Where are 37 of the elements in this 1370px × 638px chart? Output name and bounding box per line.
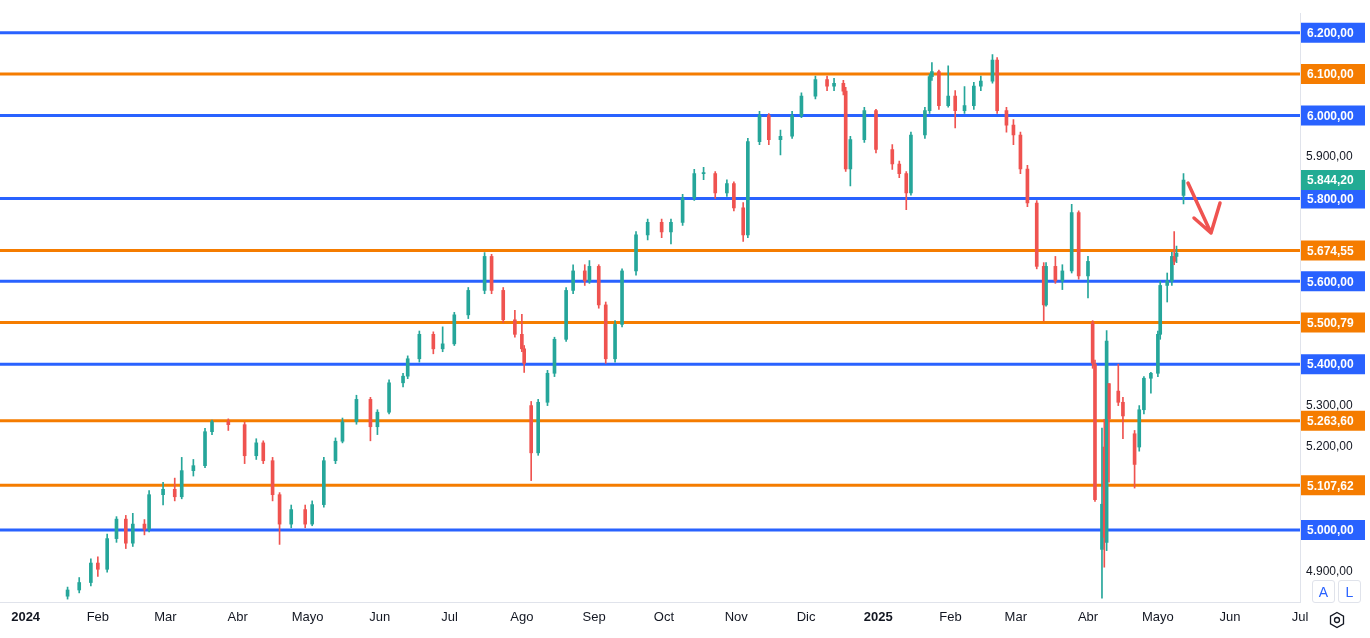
x-tick-label: Feb bbox=[86, 609, 110, 625]
x-tick-label: Jul bbox=[441, 609, 459, 625]
x-tick-label: Abr bbox=[227, 609, 249, 625]
x-tick-label: Dic bbox=[796, 609, 816, 625]
ref-line-label: 5.263,60 bbox=[1307, 413, 1355, 428]
ref-line-label: 5.500,79 bbox=[1307, 315, 1355, 330]
ref-line-label: 5.400,00 bbox=[1307, 357, 1355, 372]
y-tick-label: 4.900,00 bbox=[1306, 563, 1354, 578]
x-tick-label: Mar bbox=[154, 609, 178, 625]
x-tick-label: Mayo bbox=[1141, 609, 1174, 625]
x-tick-label: Jul bbox=[1291, 609, 1309, 625]
ref-line-label: 5.107,62 bbox=[1307, 478, 1355, 493]
x-tick-label: Feb bbox=[939, 609, 962, 625]
x-tick-label: Mayo bbox=[291, 609, 324, 625]
x-tick-label: 2025 bbox=[863, 609, 893, 625]
y-tick-label: 5.300,00 bbox=[1306, 397, 1354, 412]
ref-line-label: 5.674,55 bbox=[1307, 243, 1355, 258]
ref-line-label: 5.800,00 bbox=[1307, 191, 1355, 206]
x-tick-label: Jun bbox=[1219, 609, 1241, 625]
text: L bbox=[1338, 580, 1361, 603]
x-tick-label: Oct bbox=[653, 609, 675, 625]
x-tick-label: Mar bbox=[1004, 609, 1028, 625]
ref-line-label: 5.000,00 bbox=[1307, 523, 1355, 538]
y-tick-label: 5.200,00 bbox=[1306, 439, 1354, 454]
x-tick-label: Ago bbox=[510, 609, 534, 625]
x-tick-label: Nov bbox=[724, 609, 749, 625]
x-tick-label: Abr bbox=[1077, 609, 1099, 625]
ref-line-label: 5.600,00 bbox=[1307, 274, 1355, 289]
ref-line-label: 6.000,00 bbox=[1307, 108, 1355, 123]
text: 5.844,20 bbox=[1307, 173, 1355, 188]
text: A bbox=[1312, 580, 1335, 603]
x-tick-label: Jun bbox=[369, 609, 391, 625]
ref-line-label: 6.100,00 bbox=[1307, 67, 1355, 82]
x-tick-label: Sep bbox=[582, 609, 606, 625]
x-tick-label: 2024 bbox=[11, 609, 41, 625]
ref-line-label: 6.200,00 bbox=[1307, 25, 1355, 40]
y-tick-label: 5.900,00 bbox=[1306, 149, 1354, 164]
